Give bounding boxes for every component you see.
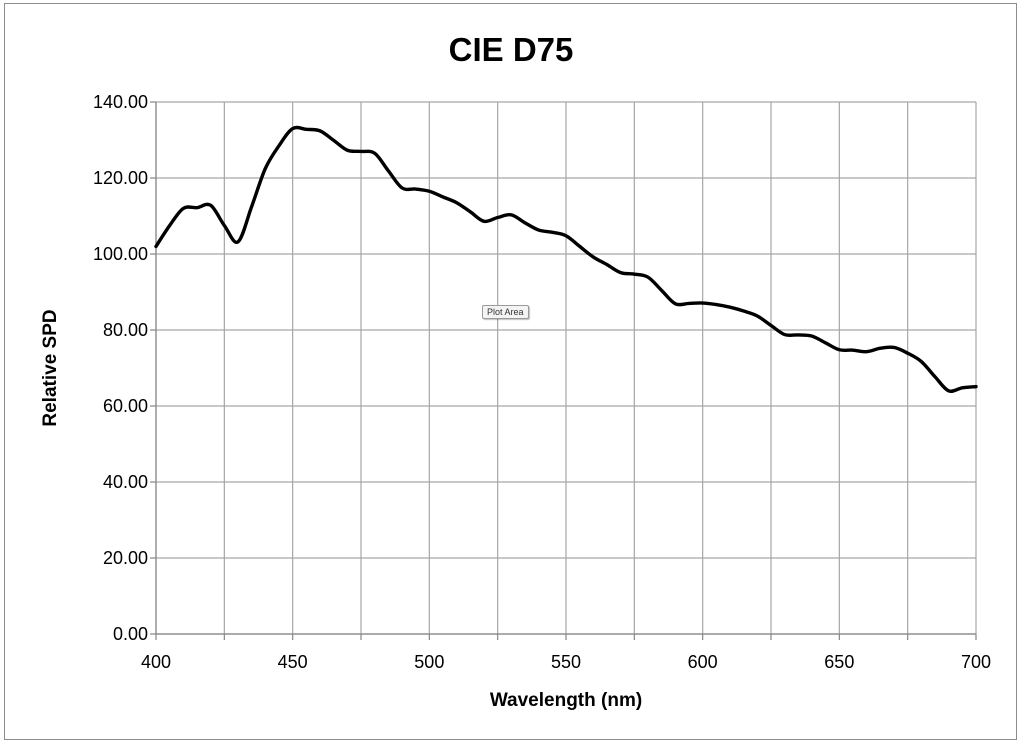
y-tick-labels: 0.00 20.00 40.00 60.00 80.00 100.00 120.00 140.… bbox=[93, 92, 148, 644]
x-tick-label: 600 bbox=[688, 652, 718, 672]
y-tick-label: 120.00 bbox=[93, 168, 148, 188]
gridlines bbox=[155, 101, 977, 635]
y-tick-label: 40.00 bbox=[103, 472, 148, 492]
x-tick-label: 550 bbox=[551, 652, 581, 672]
y-axis-title: Relative SPD bbox=[40, 309, 61, 426]
x-tick-label: 700 bbox=[961, 652, 991, 672]
y-tick-label: 140.00 bbox=[93, 92, 148, 112]
y-tick-label: 60.00 bbox=[103, 396, 148, 416]
x-tick-label: 450 bbox=[278, 652, 308, 672]
x-tick-label: 500 bbox=[414, 652, 444, 672]
x-tick-label: 650 bbox=[824, 652, 854, 672]
y-tick-label: 0.00 bbox=[113, 624, 148, 644]
y-tick-label: 80.00 bbox=[103, 320, 148, 340]
x-tick-label: 400 bbox=[141, 652, 171, 672]
plot-area-tooltip: Plot Area bbox=[482, 305, 529, 319]
chart-frame bbox=[4, 3, 1017, 740]
y-tick-label: 20.00 bbox=[103, 548, 148, 568]
chart-title: CIE D75 bbox=[449, 31, 574, 68]
x-tick-labels: 400 450 500 550 600 650 700 bbox=[141, 652, 991, 672]
series-layer bbox=[154, 125, 978, 393]
y-tick-label: 100.00 bbox=[93, 244, 148, 264]
series-line bbox=[154, 125, 978, 393]
x-axis-title: Wavelength (nm) bbox=[490, 690, 642, 711]
axes bbox=[150, 101, 977, 640]
